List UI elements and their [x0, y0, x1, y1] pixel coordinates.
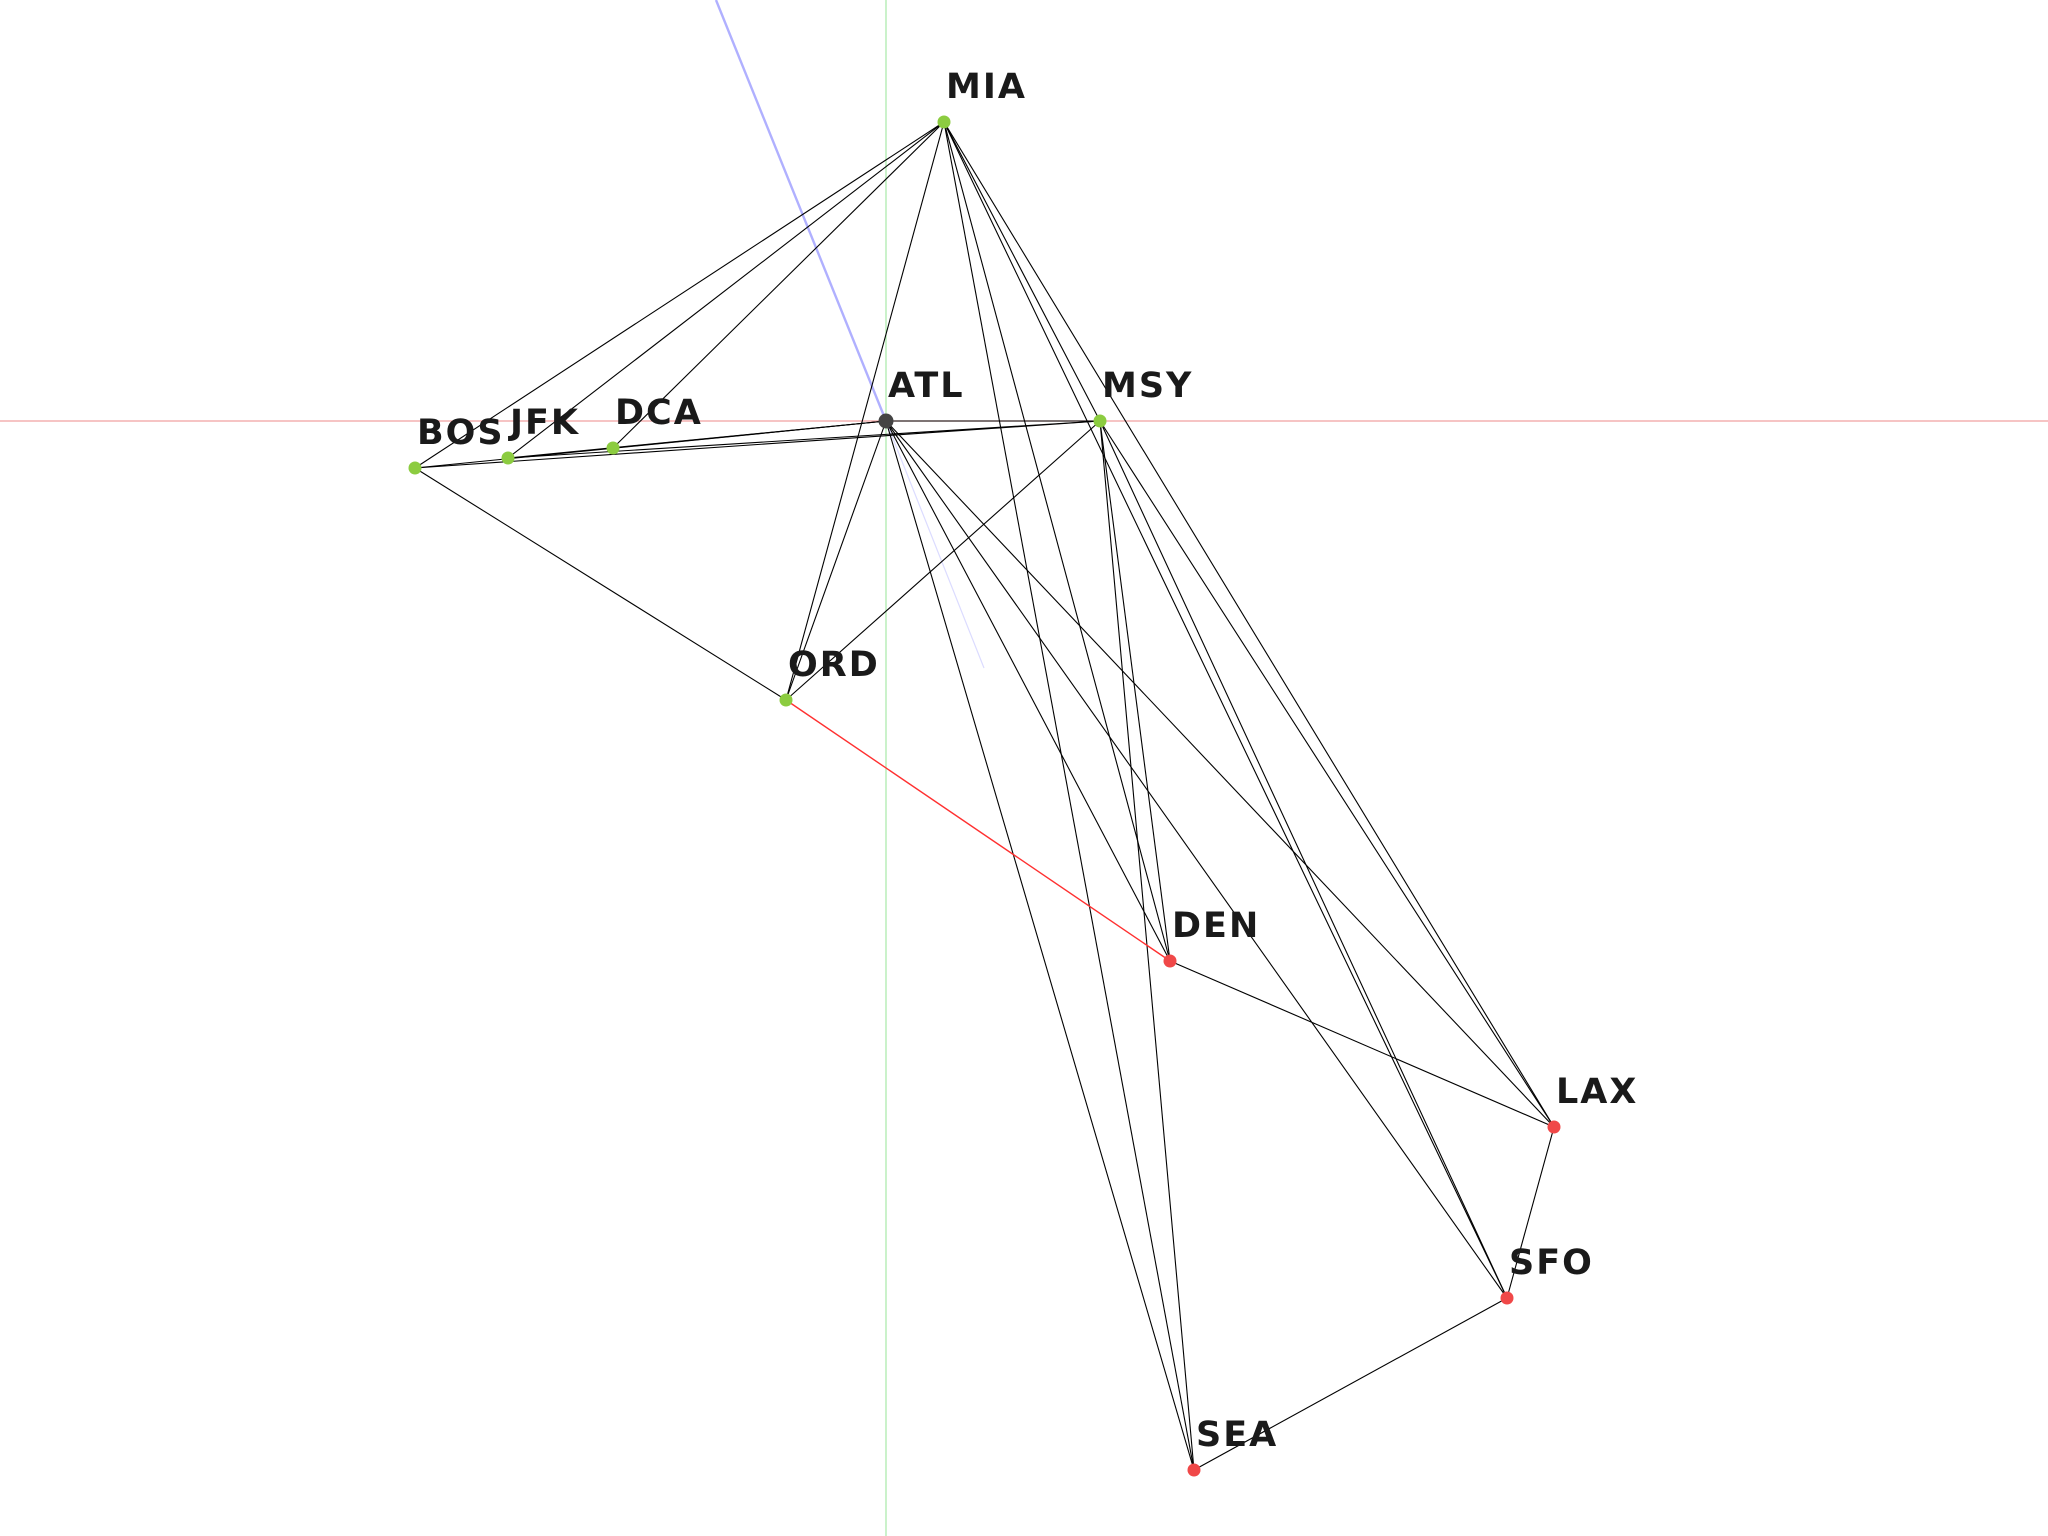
edge-atl-den [885, 420, 1171, 962]
node-atl-icon[interactable] [878, 413, 894, 429]
edge-sfo-sea [1193, 1297, 1508, 1471]
node-label-msy: MSY [1102, 366, 1193, 406]
node-label-mia: MIA [946, 67, 1027, 107]
node-label-sea: SEA [1196, 1415, 1278, 1455]
edge-mia-den [943, 121, 1171, 962]
node-msy-icon[interactable] [1093, 414, 1107, 428]
node-mia-icon[interactable] [937, 115, 951, 129]
node-bos-icon[interactable] [408, 461, 422, 475]
edge-msy-sfo [1099, 420, 1508, 1299]
edge-atl-lax [885, 420, 1555, 1128]
edge-mia-lax [943, 121, 1555, 1128]
node-sea-icon[interactable] [1187, 1463, 1201, 1477]
edge-mia-msy [943, 121, 1101, 422]
node-label-lax: LAX [1556, 1072, 1638, 1112]
node-label-ord: ORD [788, 645, 880, 685]
node-dca-icon[interactable] [606, 441, 620, 455]
nodes-layer [408, 115, 1561, 1477]
highlight-edge-ord-den [785, 699, 1171, 962]
edge-mia-dca [612, 121, 945, 449]
node-den-icon[interactable] [1163, 954, 1177, 968]
node-label-bos: BOS [417, 413, 505, 453]
view-ray-fade-line [885, 420, 985, 669]
edge-den-lax [1169, 960, 1555, 1128]
edge-atl-sfo [885, 420, 1508, 1299]
node-label-atl: ATL [888, 366, 965, 406]
edge-mia-bos [414, 121, 945, 469]
edge-msy-den [1099, 420, 1171, 962]
edge-msy-jfk [507, 420, 1101, 459]
edge-mia-sfo [943, 121, 1508, 1299]
edge-lax-sfo [1506, 1126, 1555, 1299]
labels-layer: MIA ATL MSY BOS JFK DCA ORD DEN LAX SFO SEA [417, 67, 1638, 1455]
edges-layer [414, 121, 1555, 1471]
node-label-sfo: SFO [1509, 1243, 1594, 1283]
node-jfk-icon[interactable] [501, 451, 515, 465]
node-ord-icon[interactable] [779, 693, 793, 707]
edge-atl-ord [785, 420, 887, 701]
edge-atl-dca [612, 420, 887, 449]
node-label-dca: DCA [615, 393, 703, 433]
node-sfo-icon[interactable] [1500, 1291, 1514, 1305]
edge-mia-jfk [507, 121, 945, 459]
edge-msy-lax [1099, 420, 1555, 1128]
view-ray-line [714, 0, 888, 422]
edge-mia-sea [943, 121, 1195, 1471]
edge-msy-bos [414, 420, 1101, 469]
edge-bos-ord [414, 467, 787, 701]
node-label-den: DEN [1172, 906, 1260, 946]
edge-msy-ord [785, 420, 1101, 701]
node-lax-icon[interactable] [1547, 1120, 1561, 1134]
edge-mia-ord [785, 121, 945, 701]
node-label-jfk: JFK [508, 403, 580, 443]
edge-atl-sea [885, 420, 1195, 1471]
